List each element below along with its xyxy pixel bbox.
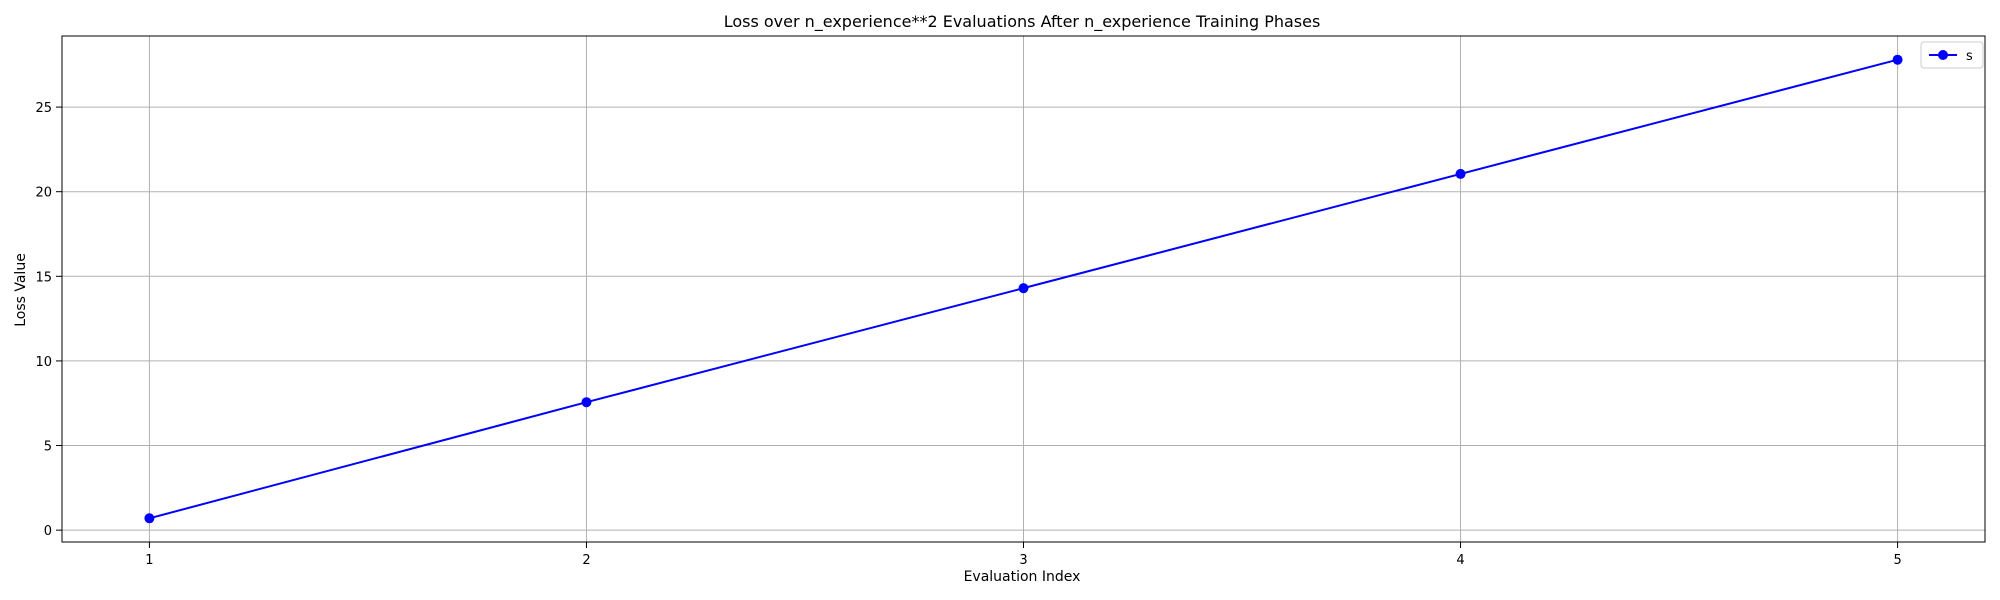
y-axis-label: Loss Value <box>13 253 29 327</box>
y-tick-label: 10 <box>35 355 52 370</box>
x-axis-label: Evaluation Index <box>964 569 1081 585</box>
series-layer <box>144 54 1903 524</box>
legend-marker-swatch <box>1938 50 1948 60</box>
data-point <box>581 397 592 408</box>
legend-label-s: s <box>1966 49 1973 64</box>
axes-frame <box>56 35 1986 548</box>
data-point <box>1455 168 1466 179</box>
legend: s <box>1920 41 1984 69</box>
grid-lines <box>62 36 1985 542</box>
data-point <box>144 513 155 524</box>
y-tick-label: 15 <box>35 270 52 285</box>
data-point <box>1892 54 1903 65</box>
y-tick-label: 25 <box>35 101 52 116</box>
y-tick-label: 20 <box>35 186 52 201</box>
data-point <box>1018 283 1029 294</box>
x-tick-label: 1 <box>145 553 153 568</box>
x-tick-label: 3 <box>1019 553 1027 568</box>
x-tick-label: 2 <box>582 553 590 568</box>
chart-title: Loss over n_experience**2 Evaluations Af… <box>724 12 1321 32</box>
x-tick-label: 5 <box>1893 553 1901 568</box>
y-tick-label: 5 <box>44 440 52 455</box>
y-tick-label: 0 <box>44 524 52 539</box>
x-tick-label: 4 <box>1456 553 1464 568</box>
plot-frame <box>61 35 1986 543</box>
tick-labels: 1 2 3 4 5 0 5 10 15 20 25 <box>35 101 1901 568</box>
